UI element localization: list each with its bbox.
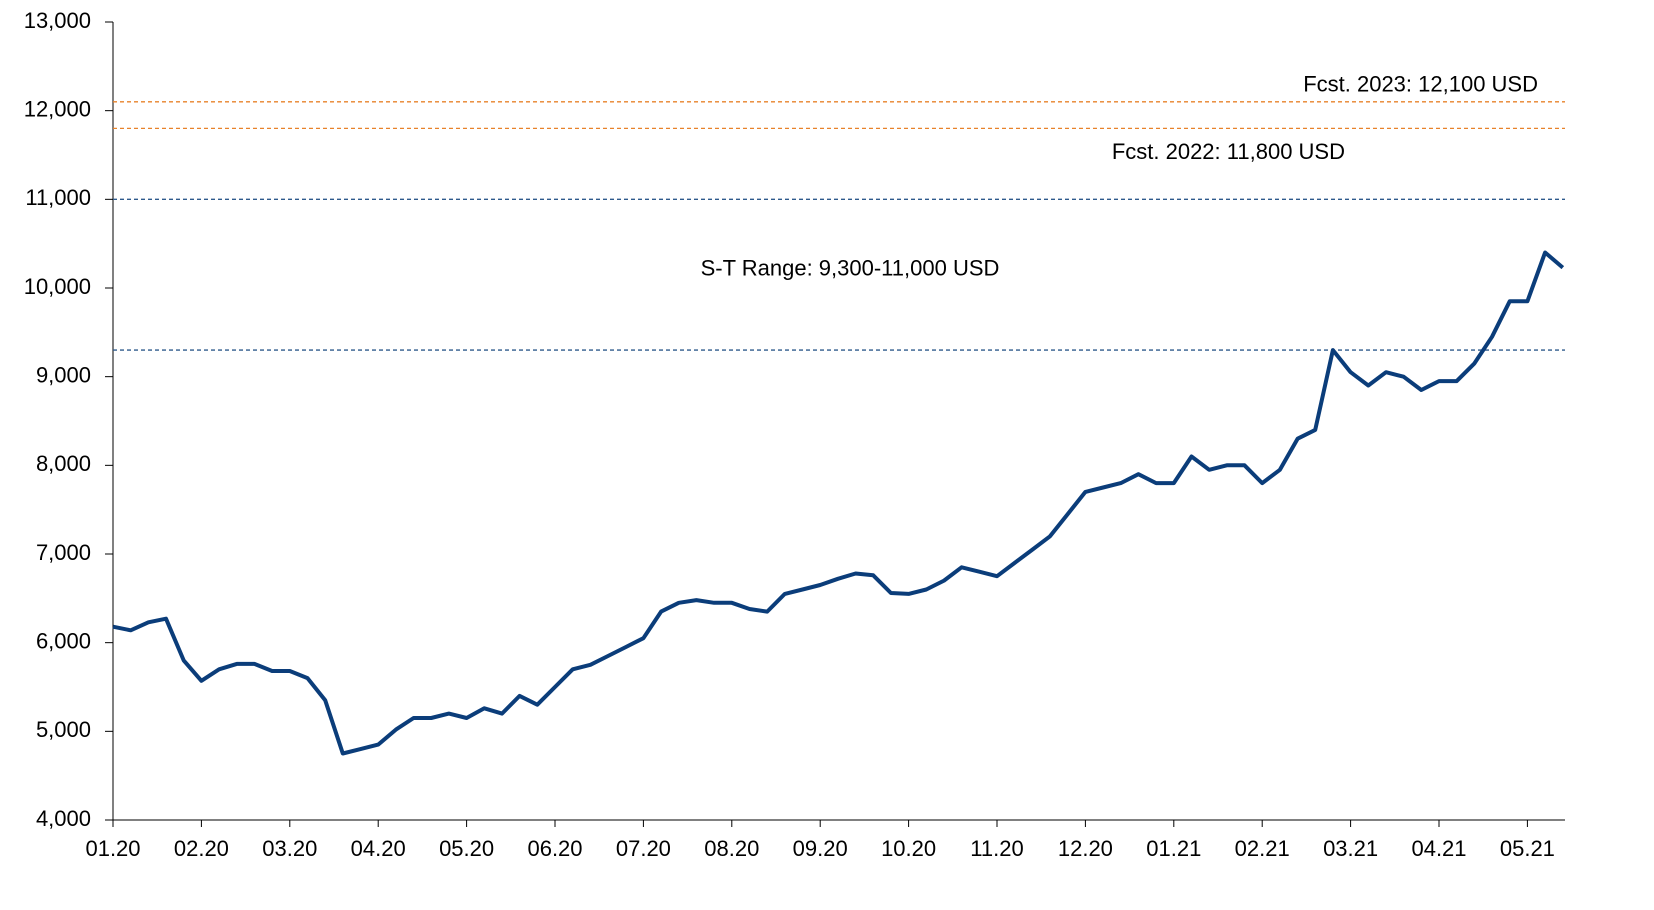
y-tick-label: 11,000 — [25, 185, 91, 210]
x-tick-label: 01.21 — [1146, 836, 1201, 861]
x-tick-label: 03.20 — [262, 836, 317, 861]
y-tick-label: 5,000 — [36, 717, 91, 742]
x-tick-label: 05.20 — [439, 836, 494, 861]
x-tick-label: 09.20 — [793, 836, 848, 861]
x-tick-label: 04.20 — [351, 836, 406, 861]
x-tick-label: 11.20 — [970, 836, 1023, 861]
y-tick-label: 9,000 — [36, 362, 91, 387]
x-tick-label: 02.21 — [1235, 836, 1290, 861]
forecast-label: Fcst. 2022: 11,800 USD — [1112, 139, 1345, 164]
x-tick-label: 08.20 — [704, 836, 759, 861]
x-tick-label: 05.21 — [1500, 836, 1555, 861]
y-tick-label: 4,000 — [36, 806, 91, 831]
x-tick-label: 03.21 — [1323, 836, 1378, 861]
forecast-label: Fcst. 2023: 12,100 USD — [1303, 72, 1538, 97]
y-tick-label: 7,000 — [36, 540, 91, 565]
x-tick-label: 01.20 — [85, 836, 140, 861]
x-tick-label: 06.20 — [527, 836, 582, 861]
y-tick-label: 6,000 — [36, 628, 91, 653]
x-tick-label: 10.20 — [881, 836, 936, 861]
x-tick-label: 07.20 — [616, 836, 671, 861]
range-label: S-T Range: 9,300-11,000 USD — [701, 256, 1000, 281]
price-line — [112, 250, 1565, 756]
y-tick-label: 8,000 — [36, 451, 91, 476]
x-tick-label: 02.20 — [174, 836, 229, 861]
x-tick-label: 12.20 — [1058, 836, 1113, 861]
y-tick-label: 10,000 — [24, 274, 91, 299]
y-tick-label: 12,000 — [24, 96, 91, 121]
x-tick-label: 04.21 — [1411, 836, 1466, 861]
y-tick-label: 13,000 — [24, 8, 91, 33]
